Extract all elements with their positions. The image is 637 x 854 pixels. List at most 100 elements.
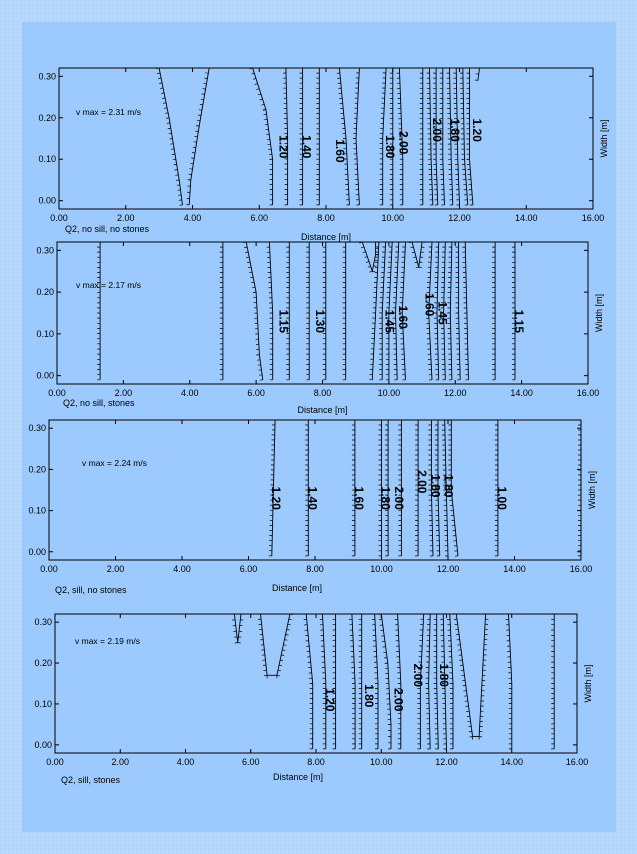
contour-label: 2.00 — [392, 487, 406, 511]
isoline-hatch — [433, 68, 438, 206]
y-tick-label: 0.30 — [34, 617, 52, 627]
isoline-hatch — [396, 68, 403, 206]
isoline-hatch — [352, 68, 360, 206]
contour-label: 1.15 — [276, 310, 290, 334]
x-tick-label: 2.00 — [107, 564, 125, 574]
isoline-hatch — [268, 420, 276, 557]
isoline-hatch — [505, 614, 512, 750]
contour-label: 1.40 — [305, 487, 319, 511]
contour-label: 1.80 — [448, 119, 462, 143]
isoline-hatch — [358, 614, 362, 750]
isoline-hatch — [348, 614, 356, 750]
isoline-hatch — [219, 242, 223, 381]
isoline-hatch — [455, 242, 461, 381]
contour-label: 1.80 — [442, 474, 456, 498]
isoline-hatch — [186, 68, 210, 206]
contour-label: 1.80 — [379, 487, 393, 511]
vmax-annotation: v max = 2.17 m/s — [76, 280, 141, 290]
isoline-hatch — [434, 420, 440, 557]
vmax-annotation: v max = 2.24 m/s — [82, 458, 147, 468]
isoline-hatch — [342, 242, 346, 381]
contour-label: 2.00 — [396, 131, 410, 155]
isoline-hatch — [322, 242, 326, 381]
contour-panel-2: 1.15 1.30 1.45 1.601.60 1.45 1.150.00 2.00 4.00… — [36, 241, 604, 415]
isoline-hatch — [389, 68, 393, 206]
x-tick-label: 10.00 — [381, 213, 404, 223]
contour-label: 2.00 — [411, 664, 425, 688]
isoline-hatch — [336, 68, 350, 206]
isoline-hatch — [392, 242, 399, 381]
isoline-hatch — [494, 420, 498, 557]
isoline-hatch — [440, 614, 447, 750]
x-tick-label: 8.00 — [317, 213, 335, 223]
isoline-hatch — [286, 242, 290, 381]
panel-caption: Q2, sill, no stones — [55, 585, 127, 595]
y-tick-label: 0.20 — [36, 287, 54, 297]
y-tick-label: 0.10 — [38, 154, 56, 164]
contour-label: 1.60 — [333, 139, 347, 163]
contour-panel-4: 1.20 1.80 2.00 2.00 1.80 0.00 2.00 4.00 6.00 8.00… — [34, 613, 593, 785]
contour-panel-1: 1.20 1.40 1.60 1.80 2.002.00 1.80 1.200.00 2.00… — [38, 67, 609, 242]
x-tick-label: 12.00 — [437, 564, 460, 574]
y-tick-label: 0.10 — [34, 699, 52, 709]
isoline-hatch — [433, 614, 439, 750]
panel-caption: Q2, no sill, no stones — [65, 224, 150, 234]
isoline-group — [55, 614, 555, 750]
isoline-hatch — [306, 242, 310, 381]
contour-label: 1.20 — [470, 119, 484, 143]
y-tick-label: 0.00 — [36, 371, 54, 381]
isoline-hatch — [394, 614, 401, 750]
isoline-hatch — [97, 242, 101, 381]
isoline-hatch — [282, 68, 288, 206]
x-tick-label: 0.00 — [46, 757, 64, 767]
contour-label: 1.80 — [362, 684, 376, 708]
vmax-annotation: v max = 2.19 m/s — [75, 636, 140, 646]
contour-label: 2.00 — [430, 119, 444, 143]
isoline-hatch — [428, 420, 434, 557]
contour-label: 1.60 — [352, 487, 366, 511]
x-tick-label: 16.00 — [582, 213, 605, 223]
y-axis-label: Width [m] — [599, 119, 609, 157]
contour-label: 1.60 — [396, 305, 410, 329]
isoline-hatch — [156, 68, 183, 206]
x-tick-label: 16.00 — [570, 564, 593, 574]
isoline-hatch — [305, 420, 309, 557]
x-tick-label: 0.00 — [40, 564, 58, 574]
isoline-hatch — [551, 614, 555, 750]
x-axis-label: Distance [m] — [273, 772, 323, 782]
x-tick-label: 8.00 — [314, 388, 332, 398]
contour-label: 1.45 — [436, 301, 450, 325]
y-axis-label: Width [m] — [594, 294, 604, 332]
contour-label: 1.80 — [383, 135, 397, 159]
plot-frame — [58, 67, 594, 210]
y-tick-label: 0.00 — [34, 740, 52, 750]
y-axis-label: Width [m] — [583, 664, 593, 702]
isoline-hatch — [446, 68, 453, 206]
isoline-hatch — [359, 242, 379, 273]
contour-label: 1.15 — [512, 310, 526, 334]
y-tick-label: 0.10 — [36, 329, 54, 339]
panel-caption: Q2, no sill, stones — [63, 398, 135, 408]
vmax-annotation: v max = 2.31 m/s — [76, 107, 141, 117]
y-tick-label: 0.20 — [28, 464, 46, 474]
isoline-hatch — [378, 614, 392, 750]
isoline-hatch — [231, 614, 244, 644]
x-axis-label: Distance [m] — [272, 583, 322, 593]
contour-label: 1.60 — [422, 293, 436, 317]
y-tick-label: 0.20 — [38, 113, 56, 123]
isoline-hatch — [448, 420, 459, 557]
isoline-hatch — [447, 242, 452, 381]
y-tick-label: 0.10 — [28, 506, 46, 516]
contour-label: 1.80 — [437, 664, 451, 688]
panel-caption: Q2, sill, stones — [61, 775, 121, 785]
y-tick-label: 0.00 — [38, 196, 56, 206]
isoline-hatch — [385, 242, 393, 381]
isoline-hatch — [409, 242, 426, 269]
x-tick-label: 16.00 — [577, 388, 600, 398]
x-tick-label: 10.00 — [370, 757, 393, 767]
y-tick-label: 0.00 — [28, 547, 46, 557]
x-tick-label: 8.00 — [307, 757, 325, 767]
isoline-hatch — [446, 614, 454, 750]
x-tick-label: 14.00 — [510, 388, 533, 398]
